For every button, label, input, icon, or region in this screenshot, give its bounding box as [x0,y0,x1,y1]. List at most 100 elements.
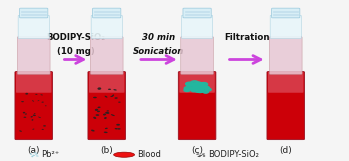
Text: BODIPY-SiO₂: BODIPY-SiO₂ [208,150,259,159]
Ellipse shape [33,114,36,116]
FancyBboxPatch shape [179,72,215,93]
Circle shape [189,87,196,90]
Ellipse shape [93,117,96,119]
Ellipse shape [113,89,117,91]
Circle shape [199,87,204,89]
Ellipse shape [38,117,41,118]
Ellipse shape [31,116,33,118]
Circle shape [186,82,193,86]
Circle shape [184,87,192,90]
Text: 30 min: 30 min [142,33,176,42]
Text: Blood: Blood [137,150,161,159]
Ellipse shape [96,114,99,116]
Ellipse shape [42,102,44,103]
Ellipse shape [97,111,100,112]
Circle shape [200,83,208,86]
Ellipse shape [32,100,34,102]
Ellipse shape [35,153,38,155]
Ellipse shape [21,101,24,102]
FancyBboxPatch shape [92,8,121,18]
Circle shape [193,84,200,87]
Circle shape [195,85,202,89]
Ellipse shape [37,100,39,101]
Circle shape [203,86,210,90]
FancyBboxPatch shape [18,15,49,38]
Ellipse shape [114,152,134,157]
Ellipse shape [23,112,25,114]
Ellipse shape [45,105,47,106]
Text: Pb²⁺: Pb²⁺ [42,150,60,159]
Ellipse shape [116,124,120,126]
FancyBboxPatch shape [183,8,211,18]
Ellipse shape [202,153,205,155]
Text: (a): (a) [28,146,40,155]
Circle shape [200,87,205,89]
Ellipse shape [23,117,26,118]
Ellipse shape [196,153,199,155]
Ellipse shape [114,97,118,99]
Circle shape [193,88,200,91]
Circle shape [202,86,208,89]
FancyBboxPatch shape [17,37,50,74]
FancyBboxPatch shape [20,8,48,18]
Circle shape [196,86,203,90]
Circle shape [196,86,202,89]
Ellipse shape [203,155,205,157]
Ellipse shape [198,156,201,157]
Circle shape [205,88,211,91]
Ellipse shape [118,102,121,103]
Ellipse shape [40,94,43,95]
FancyBboxPatch shape [15,72,52,140]
Ellipse shape [93,97,97,98]
Circle shape [195,84,202,87]
Circle shape [196,82,201,84]
Circle shape [199,83,204,85]
Ellipse shape [97,87,101,90]
Circle shape [190,85,195,87]
Ellipse shape [30,153,32,155]
Ellipse shape [103,114,106,115]
Ellipse shape [115,128,118,129]
Ellipse shape [104,117,107,119]
Ellipse shape [32,129,34,130]
Circle shape [195,89,202,92]
FancyBboxPatch shape [269,37,302,74]
Ellipse shape [34,152,37,153]
Circle shape [191,87,195,89]
Ellipse shape [31,119,34,121]
Circle shape [195,85,200,88]
Circle shape [198,88,203,90]
Ellipse shape [32,155,35,156]
Circle shape [198,83,203,85]
FancyBboxPatch shape [90,37,123,74]
Ellipse shape [34,113,36,114]
Circle shape [186,82,193,86]
Ellipse shape [112,95,114,97]
Ellipse shape [35,94,38,95]
Ellipse shape [42,129,44,130]
FancyBboxPatch shape [272,8,300,18]
FancyBboxPatch shape [267,72,305,140]
Ellipse shape [105,96,107,98]
Ellipse shape [25,93,28,95]
Ellipse shape [105,112,110,114]
Ellipse shape [199,155,202,156]
Ellipse shape [95,109,98,111]
Circle shape [191,89,197,92]
FancyBboxPatch shape [91,15,122,38]
FancyBboxPatch shape [89,72,125,93]
FancyBboxPatch shape [88,72,126,140]
Ellipse shape [110,96,113,97]
Ellipse shape [111,114,115,116]
Circle shape [197,89,204,92]
Ellipse shape [117,128,121,130]
FancyBboxPatch shape [178,72,216,140]
FancyBboxPatch shape [181,37,214,74]
FancyBboxPatch shape [270,15,301,38]
Ellipse shape [25,114,27,115]
Circle shape [191,81,198,84]
Ellipse shape [105,128,108,129]
Ellipse shape [104,132,107,133]
Text: Filtration: Filtration [224,33,269,42]
Text: (b): (b) [101,146,113,155]
